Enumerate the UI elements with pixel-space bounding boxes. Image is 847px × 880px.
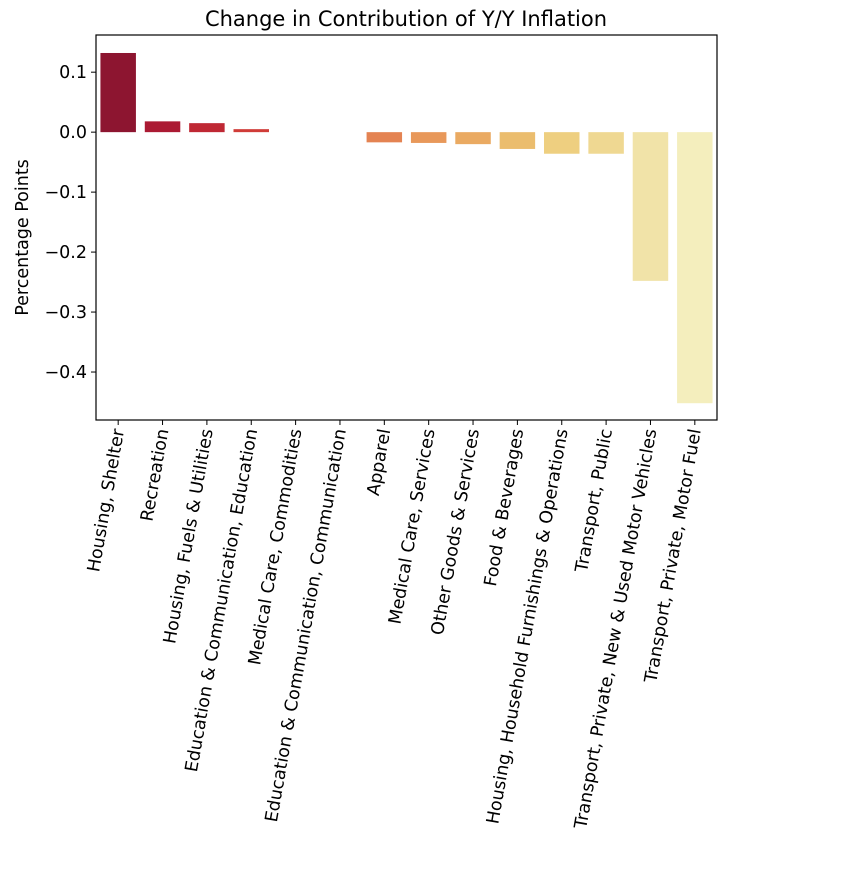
bars-group	[100, 52, 713, 404]
bar-7	[410, 132, 447, 143]
bar-2	[189, 123, 225, 133]
y-axis: 0.1 0.0 −0.1 −0.2 −0.3 −0.4	[45, 63, 96, 383]
y-tick-label: −0.3	[45, 303, 88, 323]
y-tick-label: −0.4	[45, 363, 88, 383]
bar-11	[588, 132, 624, 154]
x-tick-label: Transport, Public	[572, 427, 617, 574]
bar-13	[677, 132, 713, 404]
x-tick-label: Transport, Private, New & Used Motor Veh…	[571, 427, 661, 831]
x-tick-label: Medical Care, Services	[386, 427, 440, 626]
chart-title: Change in Contribution of Y/Y Inflation	[205, 7, 607, 31]
y-tick-label: −0.1	[45, 183, 88, 203]
x-tick-label: Recreation	[138, 427, 174, 523]
bar-8	[455, 132, 491, 145]
bar-0	[100, 52, 136, 133]
y-tick-label: 0.0	[59, 123, 87, 143]
x-tick-label: Housing, Shelter	[84, 427, 129, 574]
y-tick-label: −0.2	[45, 243, 88, 263]
plot-frame	[95, 34, 718, 421]
bar-3	[233, 129, 269, 133]
y-tick-label: 0.1	[59, 63, 87, 83]
x-tick-label: Education & Communication, Communication	[262, 427, 351, 823]
x-tick-label: Apparel	[364, 427, 395, 497]
bar-6	[366, 132, 403, 143]
y-axis-label: Percentage Points	[13, 159, 33, 316]
x-tick-label: Other Goods & Services	[428, 427, 484, 636]
bar-10	[544, 132, 580, 154]
bar-9	[499, 132, 536, 149]
x-tick-label: Food & Beverages	[481, 427, 528, 588]
bar-1	[144, 121, 181, 133]
x-tick-label: Housing, Household Furnishings & Operati…	[483, 427, 572, 825]
bar-12	[632, 132, 669, 281]
